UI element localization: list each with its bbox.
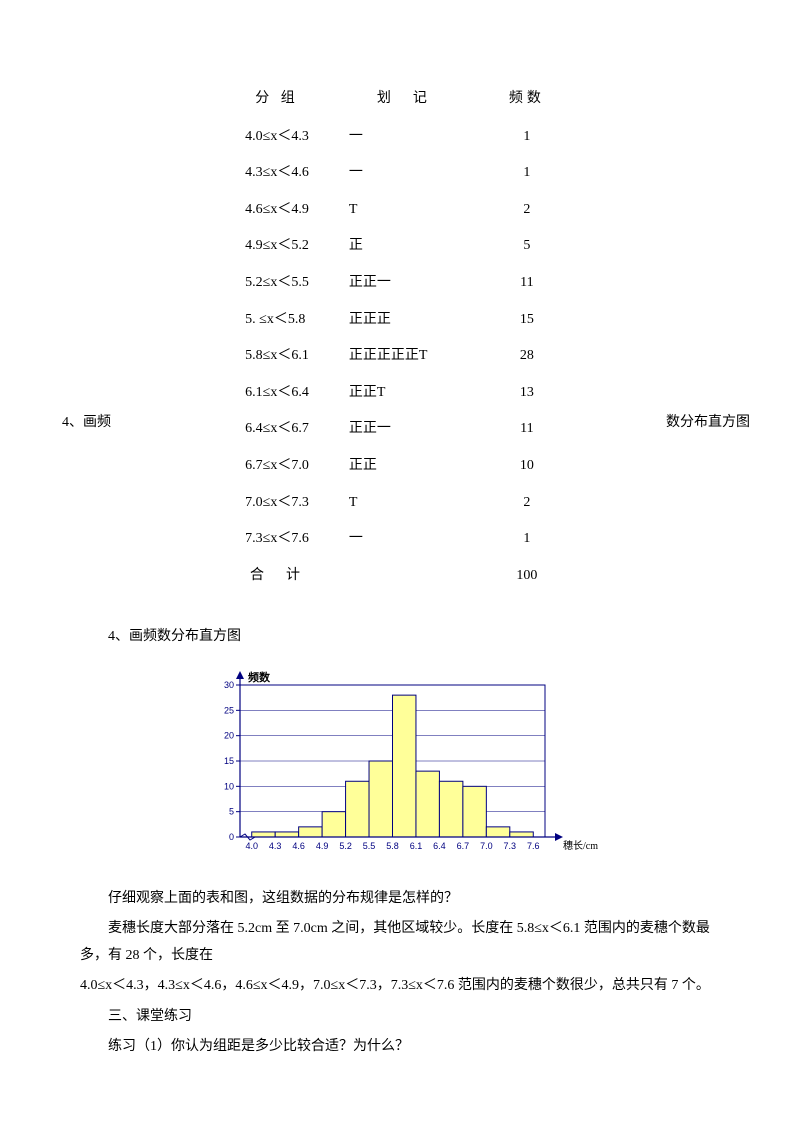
cell-range: 7.0≤x＜7.3 (225, 485, 329, 522)
cell-count: 1 (479, 521, 575, 558)
cell-tally: 正正正 (329, 302, 479, 339)
cell-tally: 一 (329, 119, 479, 156)
svg-text:30: 30 (224, 680, 234, 690)
svg-text:10: 10 (224, 781, 234, 791)
svg-text:6.7: 6.7 (457, 841, 470, 851)
cell-count: 1 (479, 155, 575, 192)
cell-count: 11 (479, 411, 575, 448)
cell-tally: 正正T (329, 375, 479, 412)
total-label: 合 计 (225, 558, 329, 595)
svg-text:频数: 频数 (248, 670, 271, 684)
th-freq: 频数 (479, 80, 575, 119)
th-tally: 划 记 (329, 80, 479, 119)
cell-count: 5 (479, 228, 575, 265)
table-row: 4.0≤x＜4.3一1 (225, 119, 575, 156)
table-row: 6.7≤x＜7.0正正10 (225, 448, 575, 485)
cell-range: 4.9≤x＜5.2 (225, 228, 329, 265)
svg-text:4.9: 4.9 (316, 841, 329, 851)
svg-text:4.6: 4.6 (292, 841, 305, 851)
cell-tally: 一 (329, 155, 479, 192)
svg-text:20: 20 (224, 731, 234, 741)
svg-text:4.0: 4.0 (245, 841, 258, 851)
svg-text:6.1: 6.1 (410, 841, 423, 851)
document-page: 4、画频 分 组 划 记 频数 4.0≤x＜4.3一14.3≤x＜4.6一14.… (0, 0, 800, 1105)
svg-text:5: 5 (229, 807, 234, 817)
cell-range: 6.1≤x＜6.4 (225, 375, 329, 412)
side-label-left: 4、画频 (62, 410, 111, 437)
cell-range: 4.6≤x＜4.9 (225, 192, 329, 229)
cell-count: 13 (479, 375, 575, 412)
cell-range: 7.3≤x＜7.6 (225, 521, 329, 558)
svg-text:7.3: 7.3 (504, 841, 517, 851)
cell-count: 11 (479, 265, 575, 302)
para-3: 4.0≤x＜4.3，4.3≤x＜4.6，4.6≤x＜4.9，7.0≤x＜7.3，… (80, 973, 720, 1000)
frequency-table: 分 组 划 记 频数 4.0≤x＜4.3一14.3≤x＜4.6一14.6≤x＜4… (225, 80, 575, 594)
svg-text:15: 15 (224, 756, 234, 766)
para-1: 仔细观察上面的表和图，这组数据的分布规律是怎样的？ (80, 886, 720, 913)
cell-range: 5. ≤x＜5.8 (225, 302, 329, 339)
svg-text:7.0: 7.0 (480, 841, 493, 851)
svg-text:6.4: 6.4 (433, 841, 446, 851)
svg-text:7.6: 7.6 (527, 841, 540, 851)
cell-count: 1 (479, 119, 575, 156)
cell-tally: 正正一 (329, 411, 479, 448)
table-row: 6.1≤x＜6.4正正T13 (225, 375, 575, 412)
frequency-table-wrap: 4、画频 分 组 划 记 频数 4.0≤x＜4.3一14.3≤x＜4.6一14.… (80, 80, 720, 594)
cell-tally: T (329, 192, 479, 229)
cell-range: 4.3≤x＜4.6 (225, 155, 329, 192)
svg-text:5.5: 5.5 (363, 841, 376, 851)
cell-range: 6.7≤x＜7.0 (225, 448, 329, 485)
cell-count: 2 (479, 485, 575, 522)
cell-tally: 正 (329, 228, 479, 265)
para-2: 麦穗长度大部分落在 5.2cm 至 7.0cm 之间，其他区域较少。长度在 5.… (80, 916, 720, 969)
cell-count: 2 (479, 192, 575, 229)
cell-range: 5.8≤x＜6.1 (225, 338, 329, 375)
cell-count: 15 (479, 302, 575, 339)
table-row: 7.0≤x＜7.3T2 (225, 485, 575, 522)
table-row: 5. ≤x＜5.8正正正15 (225, 302, 575, 339)
cell-tally: 正正一 (329, 265, 479, 302)
cell-tally: 正正 (329, 448, 479, 485)
th-group: 分 组 (225, 80, 329, 119)
svg-text:0: 0 (229, 832, 234, 842)
table-row: 4.9≤x＜5.2正5 (225, 228, 575, 265)
table-row: 6.4≤x＜6.7正正一11 (225, 411, 575, 448)
svg-text:25: 25 (224, 705, 234, 715)
cell-range: 6.4≤x＜6.7 (225, 411, 329, 448)
cell-range: 4.0≤x＜4.3 (225, 119, 329, 156)
svg-text:5.2: 5.2 (339, 841, 352, 851)
table-row: 5.8≤x＜6.1正正正正正T28 (225, 338, 575, 375)
histogram-svg: 0 5 10 15 20 25 30 4.0 4.3 4.6 4.9 5.2 5.5 5.8 6.1 6.4 6… (200, 665, 600, 865)
para-5: 练习（1）你认为组距是多少比较合适？为什么？ (80, 1034, 720, 1061)
section-4-title: 4、画频数分布直方图 (80, 624, 720, 651)
cell-range: 5.2≤x＜5.5 (225, 265, 329, 302)
side-label-right: 数分布直方图 (666, 410, 750, 437)
table-row: 5.2≤x＜5.5正正一11 (225, 265, 575, 302)
cell-count: 10 (479, 448, 575, 485)
cell-tally: 一 (329, 521, 479, 558)
total-value: 100 (479, 558, 575, 595)
table-row: 7.3≤x＜7.6一1 (225, 521, 575, 558)
cell-tally: T (329, 485, 479, 522)
histogram-chart: 0 5 10 15 20 25 30 4.0 4.3 4.6 4.9 5.2 5.5 5.8 6.1 6.4 6… (200, 665, 600, 876)
svg-text:穗长/cm: 穗长/cm (563, 839, 598, 852)
table-row: 4.3≤x＜4.6一1 (225, 155, 575, 192)
svg-text:4.3: 4.3 (269, 841, 282, 851)
table-row: 4.6≤x＜4.9T2 (225, 192, 575, 229)
para-4: 三、课堂练习 (80, 1004, 720, 1031)
cell-count: 28 (479, 338, 575, 375)
svg-text:5.8: 5.8 (386, 841, 399, 851)
cell-tally: 正正正正正T (329, 338, 479, 375)
